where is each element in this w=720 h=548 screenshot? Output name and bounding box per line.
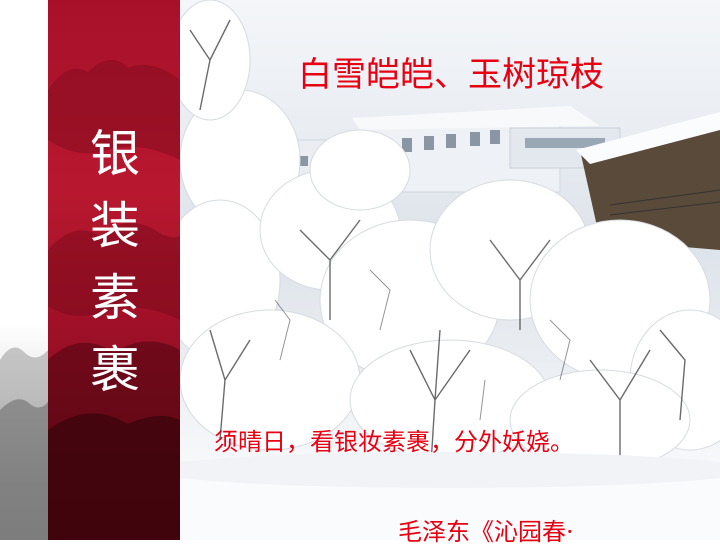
slide-heading: 白雪皑皑、玉树琼枝 <box>298 55 604 95</box>
side-title: 银 装 素 裹 <box>60 118 170 406</box>
poem-line: 须晴日，看银妆素裹，分外妖娆。 <box>214 428 574 456</box>
ink-mountain-decoration <box>0 347 48 540</box>
snow-scene-illustration <box>180 0 720 540</box>
side-title-char: 素 <box>90 269 140 327</box>
side-title-char: 银 <box>90 125 140 183</box>
ink-mountain-decoration <box>48 59 180 540</box>
side-title-char: 裹 <box>90 341 140 399</box>
left-margin <box>0 0 48 540</box>
red-side-band: 银 装 素 裹 <box>48 0 180 540</box>
snow-scene-photo <box>180 0 720 540</box>
poem-attribution: 毛泽东《沁园春· <box>398 518 574 546</box>
side-title-char: 装 <box>90 197 140 255</box>
